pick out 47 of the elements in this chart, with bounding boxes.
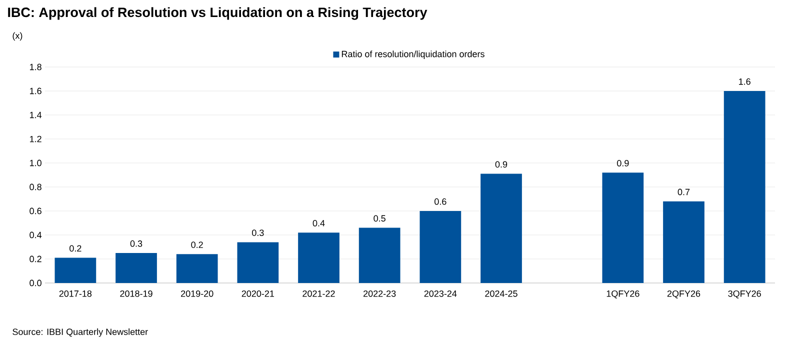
y-axis-title: (x) xyxy=(12,32,22,41)
y-tick-label: 0.6 xyxy=(30,208,42,214)
y-tick-label: 1.8 xyxy=(30,64,42,70)
bar xyxy=(724,90,766,283)
bar xyxy=(237,242,279,283)
x-tick-label: 2023-24 xyxy=(424,290,457,297)
x-tick-label: 2024-25 xyxy=(485,290,518,297)
bar xyxy=(602,172,644,283)
bar xyxy=(176,254,218,283)
x-tick-label: 2021-22 xyxy=(302,290,335,297)
bar xyxy=(54,258,96,283)
x-tick-label: 2017-18 xyxy=(59,290,92,297)
data-label: 0.9 xyxy=(495,161,508,168)
y-tick-label: 0.8 xyxy=(30,184,42,190)
data-label: 0.6 xyxy=(434,198,446,205)
x-tick-label: 2QFY26 xyxy=(667,290,700,298)
x-tick-label: 1QFY26 xyxy=(606,290,640,298)
data-label: 0.3 xyxy=(130,240,142,247)
bar xyxy=(480,174,522,283)
data-label: 0.9 xyxy=(617,160,629,166)
x-tick-label: 2019-20 xyxy=(181,290,214,297)
data-label: 0.2 xyxy=(70,245,82,252)
x-tick-label: 2022-23 xyxy=(364,290,396,297)
source-note: Source: IBBI Quarterly Newsletter xyxy=(12,328,148,337)
x-tick-label: 2020-21 xyxy=(242,290,274,297)
x-tick-label: 2018-19 xyxy=(120,290,152,297)
bar xyxy=(298,232,340,283)
data-label: 0.5 xyxy=(374,215,386,222)
y-tick-label: 1.6 xyxy=(30,88,42,94)
bar xyxy=(358,228,400,283)
bar xyxy=(420,210,462,283)
data-label: 0.2 xyxy=(191,242,203,248)
y-tick-label: 0.2 xyxy=(30,256,42,262)
y-tick-label: 0.0 xyxy=(30,280,42,286)
y-tick-label: 1.4 xyxy=(30,112,42,118)
chart-title: IBC: Approval of Resolution vs Liquidation on a Rising Trajectory xyxy=(8,7,428,20)
x-tick-label: 3QFY26 xyxy=(728,290,761,298)
bar xyxy=(116,252,157,283)
y-tick-label: 1.0 xyxy=(30,160,42,166)
data-label: 1.6 xyxy=(739,78,750,85)
data-label: 0.4 xyxy=(312,220,325,226)
legend-label: Ratio of resolution/liquidation orders xyxy=(342,50,484,59)
y-tick-label: 0.4 xyxy=(30,232,42,238)
data-label: 0.3 xyxy=(252,230,264,236)
data-label: 0.7 xyxy=(678,188,690,196)
y-tick-label: 1.2 xyxy=(30,136,42,142)
bar xyxy=(663,201,704,283)
